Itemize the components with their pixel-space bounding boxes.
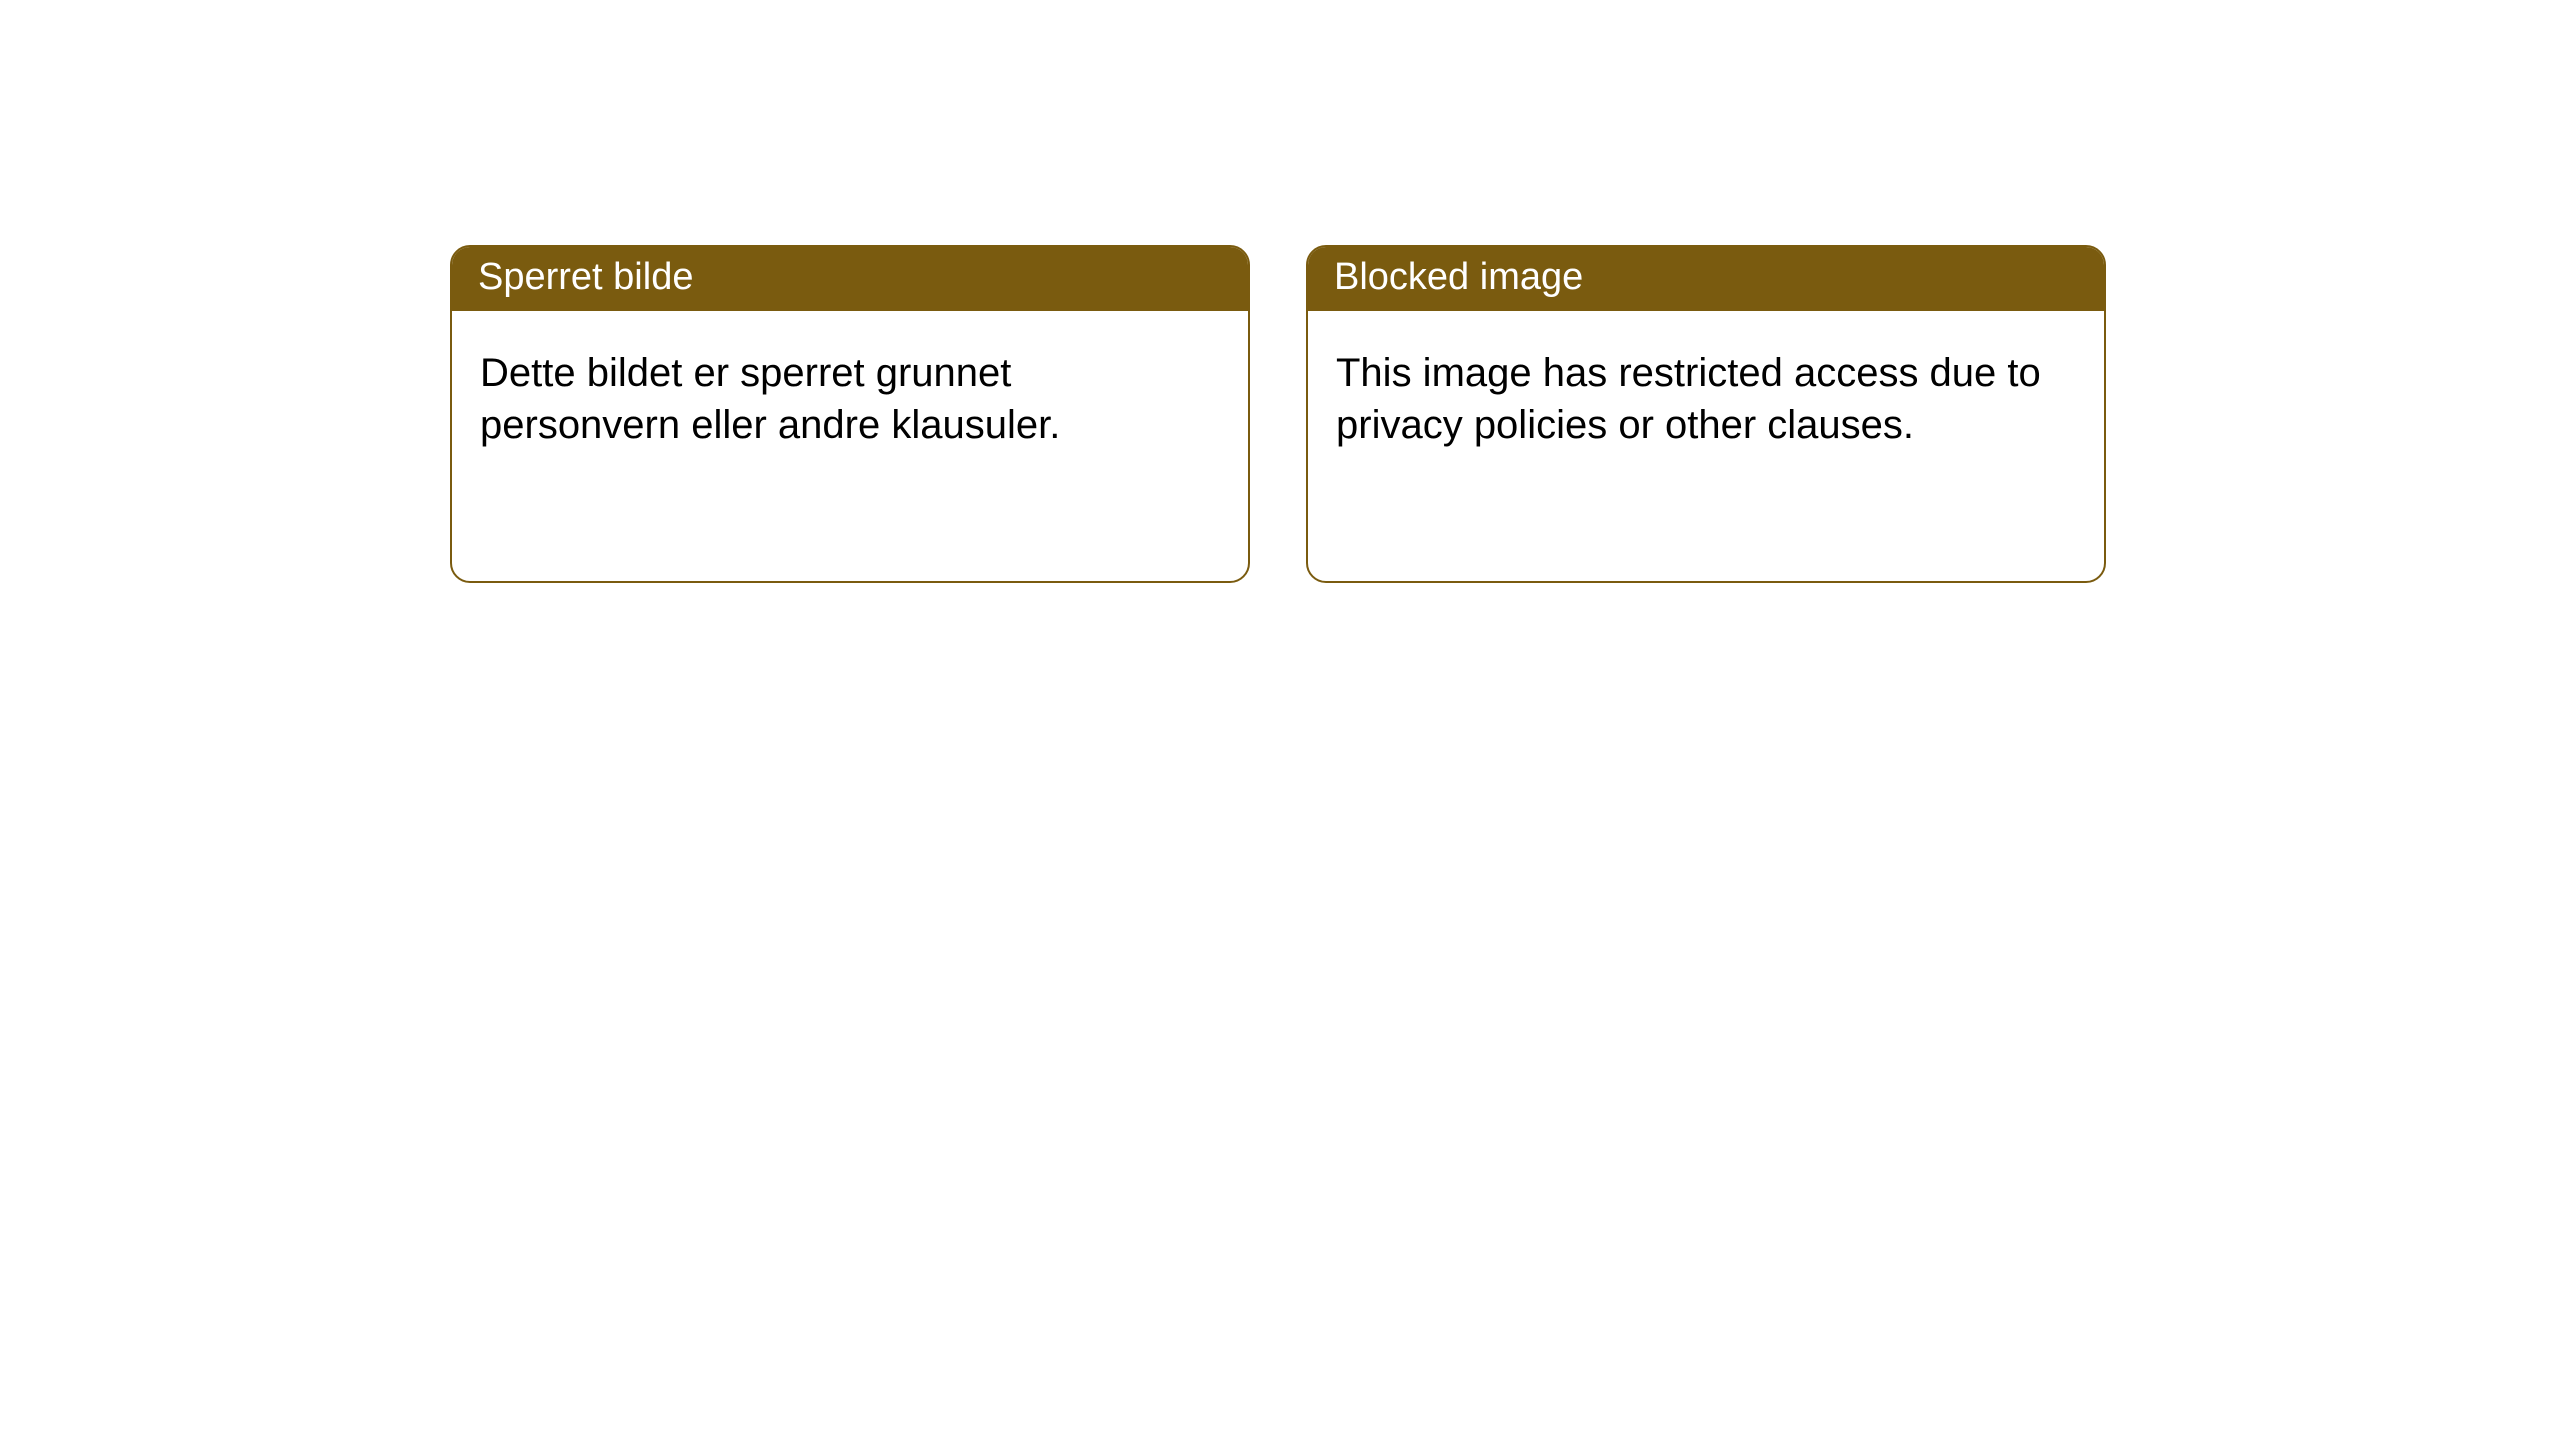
notice-body-no: Dette bildet er sperret grunnet personve… [452, 311, 1248, 581]
notice-header-en: Blocked image [1308, 247, 2104, 311]
notice-body-text-en: This image has restricted access due to … [1336, 351, 2041, 447]
notice-card-en: Blocked image This image has restricted … [1306, 245, 2106, 583]
notice-title-no: Sperret bilde [478, 256, 693, 298]
notice-card-no: Sperret bilde Dette bildet er sperret gr… [450, 245, 1250, 583]
notice-body-text-no: Dette bildet er sperret grunnet personve… [480, 351, 1060, 447]
notice-container: Sperret bilde Dette bildet er sperret gr… [450, 245, 2106, 583]
notice-title-en: Blocked image [1334, 256, 1583, 298]
notice-body-en: This image has restricted access due to … [1308, 311, 2104, 581]
notice-header-no: Sperret bilde [452, 247, 1248, 311]
